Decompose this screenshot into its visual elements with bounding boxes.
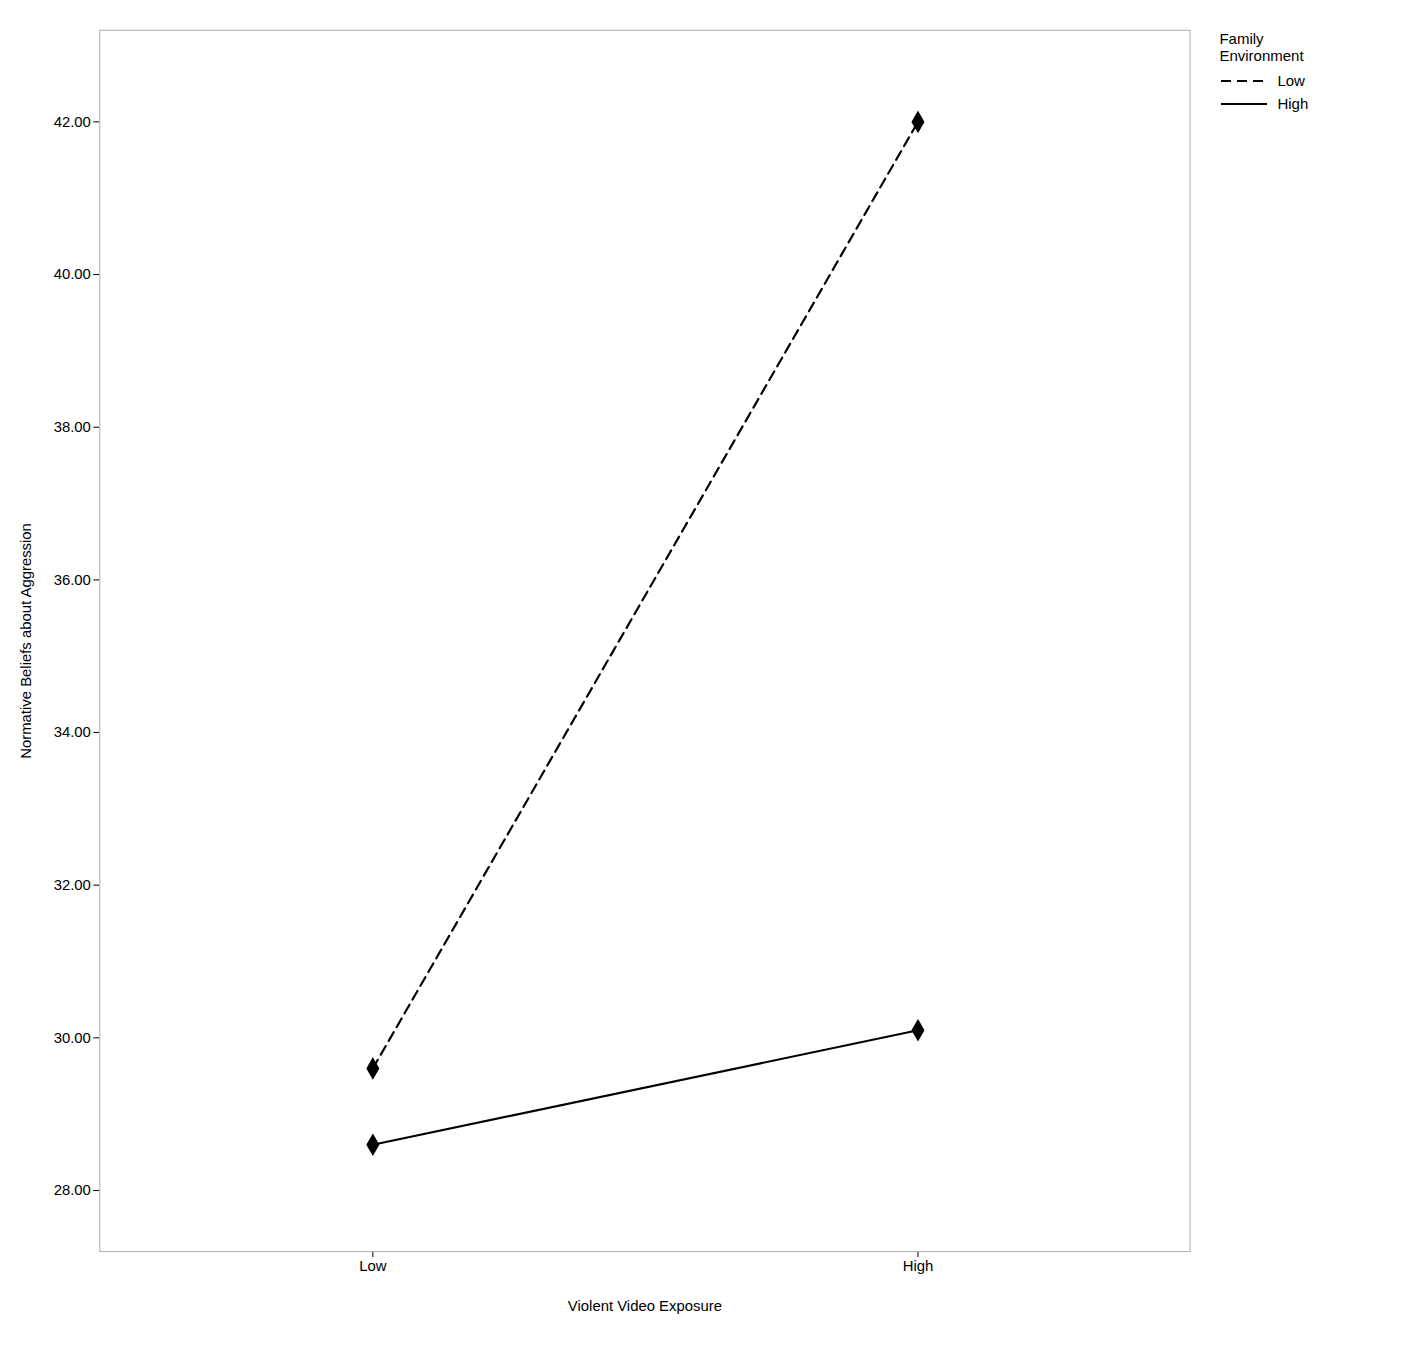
svg-text:32.00: 32.00	[54, 877, 91, 893]
svg-text:38.00: 38.00	[54, 419, 91, 435]
svg-text:42.00: 42.00	[54, 114, 91, 130]
html-text:High: High	[1277, 95, 1309, 112]
svg-text:High: High	[903, 1258, 934, 1274]
svg-text:Low: Low	[359, 1258, 387, 1274]
svg-text:36.00: 36.00	[54, 572, 91, 588]
svg-text:Normative Beliefs about Aggres: Normative Beliefs about Aggression	[18, 523, 34, 759]
html-text:Low: Low	[1277, 72, 1305, 89]
svg-text:Violent Video Exposure: Violent Video Exposure	[568, 1298, 722, 1314]
svg-text:40.00: 40.00	[54, 266, 91, 282]
svg-text:28.00: 28.00	[54, 1182, 91, 1198]
html-text:Family Environment: Family Environment	[1219, 30, 1304, 64]
svg-text:30.00: 30.00	[54, 1030, 91, 1046]
svg-text:34.00: 34.00	[54, 724, 91, 740]
